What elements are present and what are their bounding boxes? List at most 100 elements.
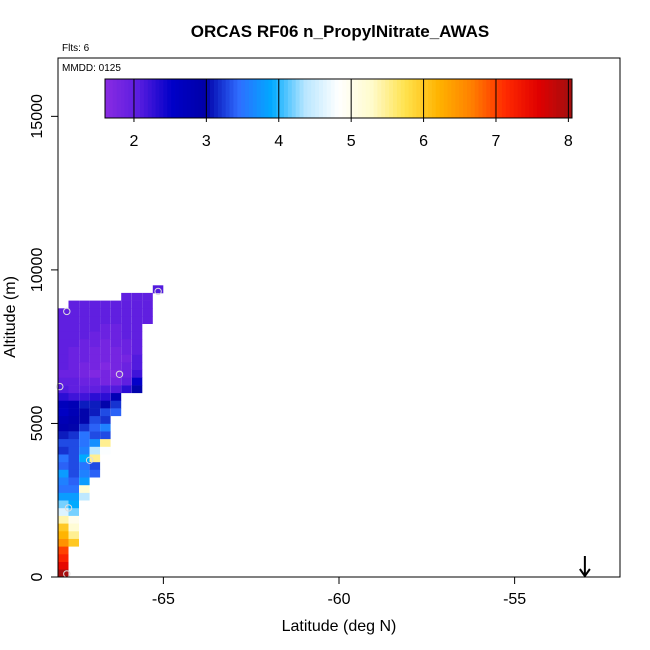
heatmap-cell — [100, 415, 111, 424]
heatmap-cell — [79, 323, 90, 332]
heatmap-cell — [121, 316, 132, 324]
heatmap-cell — [121, 331, 132, 340]
heatmap-cell — [89, 469, 101, 478]
heatmap-cell — [100, 392, 111, 401]
heatmap-cell — [89, 431, 101, 440]
heatmap-cell — [100, 308, 111, 317]
heatmap-cell — [131, 308, 143, 317]
colorbar-segment — [120, 79, 125, 118]
heatmap-cell — [68, 339, 79, 347]
heatmap-cell — [89, 423, 101, 432]
heatmap-cell — [58, 385, 69, 394]
colorbar-segment — [171, 79, 176, 118]
colorbar-segment — [439, 79, 444, 118]
heatmap-cell — [68, 316, 79, 324]
colorbar-segment — [568, 79, 573, 118]
colorbar-segment — [424, 79, 429, 118]
heatmap-cell — [58, 454, 69, 463]
colorbar-tick-label: 8 — [564, 133, 573, 150]
heatmap-cell — [89, 454, 101, 463]
heatmap-cell — [89, 354, 101, 363]
colorbar-segment — [505, 79, 511, 118]
colorbar-segment — [159, 79, 164, 118]
heatmap-cell — [89, 362, 101, 370]
y-tick-label: 5000 — [29, 406, 46, 442]
heatmap-cell — [68, 323, 79, 332]
colorbar-segment — [459, 79, 464, 118]
heatmap-cell — [68, 484, 79, 493]
heatmap-cell — [58, 354, 69, 363]
heatmap-cell — [79, 492, 90, 501]
x-axis-label: Latitude (deg N) — [282, 618, 397, 635]
heatmap-cell — [100, 331, 111, 340]
heatmap-cell — [89, 300, 101, 309]
heatmap-cell — [68, 438, 79, 447]
heatmap-cell — [68, 515, 79, 524]
heatmap-cell — [100, 431, 111, 440]
sample-marker — [63, 307, 71, 316]
heatmap-cell — [79, 446, 90, 455]
heatmap-cell — [131, 316, 143, 324]
heatmap-cell — [58, 323, 69, 332]
heatmap-cell — [142, 316, 153, 324]
colorbar-segment — [186, 79, 192, 118]
heatmap-cell — [79, 461, 90, 470]
heatmap-cell — [89, 331, 101, 340]
heatmap-cell — [110, 400, 122, 409]
colorbar-segment — [474, 79, 479, 118]
heatmap-cell — [68, 469, 79, 478]
heatmap-cell — [58, 415, 69, 424]
heatmap-cell — [58, 561, 69, 570]
y-axis: 0 5000 10000 15000 — [29, 94, 58, 581]
colorbar-segment — [354, 79, 359, 118]
heatmap-cell — [79, 369, 90, 378]
heatmap-cell — [89, 392, 101, 401]
heatmap-cell — [89, 369, 101, 378]
heatmap-cell — [68, 523, 79, 532]
heatmap-cell — [110, 346, 122, 355]
colorbar-tick-label: 4 — [274, 133, 283, 150]
colorbar-segment — [346, 79, 351, 118]
colorbar-segment — [210, 79, 215, 118]
heatmap-cell — [110, 323, 122, 332]
colorbar-segment — [385, 79, 390, 118]
colorbar-segment — [206, 79, 211, 118]
colorbar-segment — [564, 79, 569, 118]
heatmap-cell — [131, 369, 143, 378]
heatmap-cell — [89, 446, 101, 455]
heatmap-cell — [110, 339, 122, 347]
colorbar-segment — [361, 79, 367, 118]
colorbar-segment — [116, 79, 121, 118]
colorbar-segment — [470, 79, 476, 118]
colorbar-segment — [338, 79, 343, 118]
heatmap-cell — [100, 385, 111, 394]
colorbar-segment — [256, 79, 262, 118]
heatmap-cell — [79, 423, 90, 432]
y-tick-label: 15000 — [29, 94, 46, 139]
heatmap-cell — [68, 415, 79, 424]
colorbar-segment — [451, 79, 456, 118]
colorbar-segment — [221, 79, 227, 118]
colorbar-segment — [163, 79, 168, 118]
heatmap-cell — [100, 408, 111, 417]
heatmap-cell — [100, 446, 111, 455]
heatmap-cell — [79, 477, 90, 486]
colorbar-segment — [202, 79, 207, 118]
colorbar-segment — [295, 79, 300, 118]
heatmap-cell — [100, 354, 111, 363]
heatmap-cell — [58, 461, 69, 470]
heatmap-cell — [142, 300, 153, 309]
heatmap-cell — [121, 362, 132, 370]
colorbar-segment — [147, 79, 153, 118]
heatmap-cell — [79, 377, 90, 386]
y-tick-label: 0 — [29, 572, 46, 581]
heatmap-cell — [121, 308, 132, 317]
colorbar-segment — [252, 79, 258, 118]
heatmap-cell — [58, 530, 69, 539]
heatmap-cell — [68, 454, 79, 463]
heatmap-cell — [79, 431, 90, 440]
heatmap-cell — [58, 492, 69, 501]
heatmap-cell — [131, 362, 143, 370]
colorbar-segment — [521, 79, 526, 118]
colorbar-segment — [501, 79, 507, 118]
